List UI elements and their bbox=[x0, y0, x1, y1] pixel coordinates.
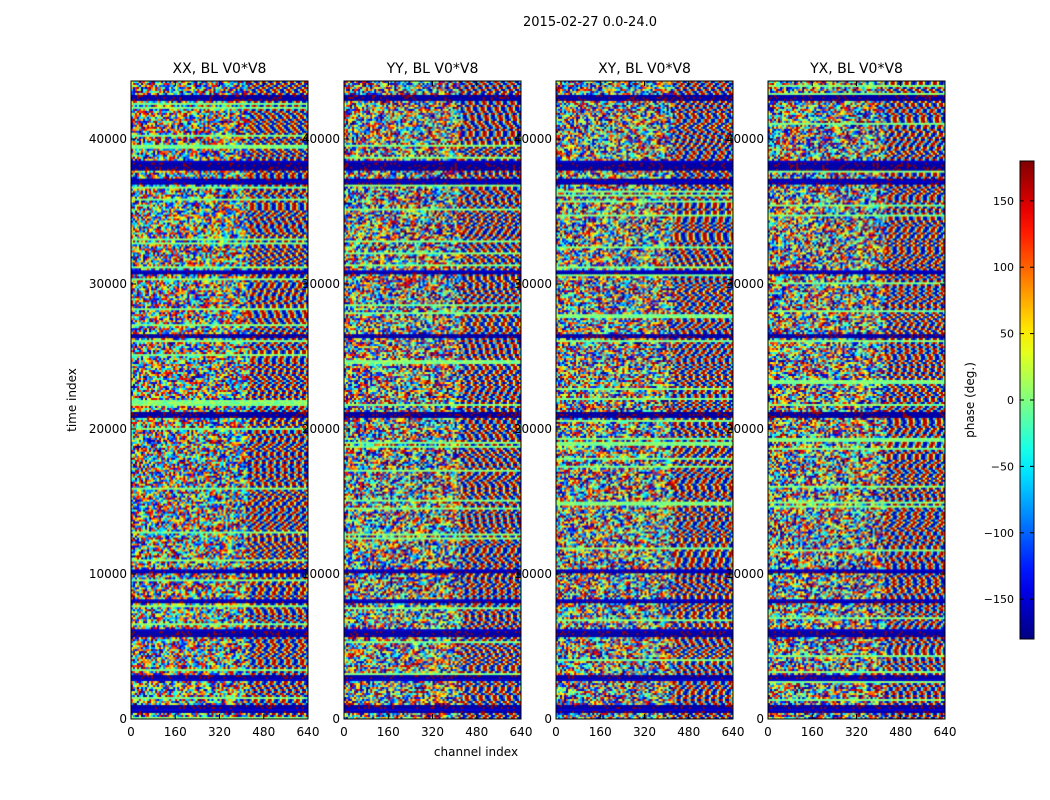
colorbar: −150 −100 −50 0 50 100 150 phase (deg.) bbox=[963, 160, 1035, 640]
y-tick-label: 0 bbox=[756, 712, 764, 726]
heatmap-image bbox=[344, 81, 521, 719]
y-tick-label: 40000 bbox=[89, 132, 127, 146]
heatmap-image bbox=[556, 81, 733, 719]
y-tick-label: 20000 bbox=[89, 422, 127, 436]
panels-group: XX, BL V0*V8 0 160 320 480 640 0 10000 20000 3000… bbox=[89, 61, 957, 739]
x-tick-label: 0 bbox=[127, 725, 135, 739]
x-tick-label: 640 bbox=[297, 725, 320, 739]
panel-3: XY, BL V0*V8 0 160 320 480 640 0 10000 20000 3000… bbox=[514, 61, 745, 739]
x-tick-label: 320 bbox=[421, 725, 444, 739]
panel-2: YY, BL V0*V8 0 160 320 480 640 0 10000 20000 3000… bbox=[302, 61, 533, 739]
panel-1: XX, BL V0*V8 0 160 320 480 640 0 10000 20000 3000… bbox=[89, 61, 320, 739]
x-tick-label: 320 bbox=[208, 725, 231, 739]
heatmap-image bbox=[131, 81, 308, 719]
heatmap-image bbox=[768, 81, 945, 719]
figure-title: 2015-02-27 0.0-24.0 bbox=[523, 15, 657, 30]
x-tick-label: 320 bbox=[633, 725, 656, 739]
y-tick-label: 30000 bbox=[514, 277, 552, 291]
panel-title: XX, BL V0*V8 bbox=[173, 61, 267, 77]
colorbar-label: phase (deg.) bbox=[963, 362, 977, 438]
y-tick-label: 0 bbox=[332, 712, 340, 726]
x-tick-label: 160 bbox=[377, 725, 400, 739]
x-tick-label: 0 bbox=[340, 725, 348, 739]
x-tick-label: 0 bbox=[764, 725, 772, 739]
x-tick-label: 640 bbox=[934, 725, 957, 739]
panel-4: YX, BL V0*V8 0 160 320 480 640 0 10000 20000 3000… bbox=[726, 61, 957, 739]
x-tick-label: 160 bbox=[589, 725, 612, 739]
x-tick-label: 640 bbox=[722, 725, 745, 739]
y-tick-label: 10000 bbox=[514, 567, 552, 581]
colorbar-tick-label: −100 bbox=[984, 527, 1014, 540]
x-tick-label: 480 bbox=[677, 725, 700, 739]
y-tick-label: 10000 bbox=[726, 567, 764, 581]
x-tick-label: 480 bbox=[465, 725, 488, 739]
y-tick-label: 20000 bbox=[302, 422, 340, 436]
panel-title: YX, BL V0*V8 bbox=[809, 61, 903, 77]
y-tick-label: 0 bbox=[544, 712, 552, 726]
y-tick-label: 10000 bbox=[302, 567, 340, 581]
colorbar-tick-label: 150 bbox=[993, 195, 1014, 208]
y-tick-label: 30000 bbox=[726, 277, 764, 291]
x-tick-label: 640 bbox=[510, 725, 533, 739]
colorbar-tick-label: 100 bbox=[993, 261, 1014, 274]
y-tick-label: 20000 bbox=[726, 422, 764, 436]
y-tick-label: 30000 bbox=[89, 277, 127, 291]
y-tick-label: 0 bbox=[119, 712, 127, 726]
x-tick-label: 480 bbox=[252, 725, 275, 739]
colorbar-tick-label: 50 bbox=[1000, 328, 1014, 341]
y-tick-label: 40000 bbox=[302, 132, 340, 146]
y-tick-label: 20000 bbox=[514, 422, 552, 436]
y-tick-label: 40000 bbox=[726, 132, 764, 146]
x-tick-label: 320 bbox=[845, 725, 868, 739]
x-tick-label: 160 bbox=[164, 725, 187, 739]
panel-title: YY, BL V0*V8 bbox=[386, 61, 479, 77]
x-tick-label: 160 bbox=[801, 725, 824, 739]
y-axis-label: time index bbox=[65, 368, 79, 432]
colorbar-tick-label: −50 bbox=[991, 460, 1014, 473]
colorbar-tick-label: 0 bbox=[1007, 394, 1014, 407]
y-tick-label: 30000 bbox=[302, 277, 340, 291]
x-tick-label: 480 bbox=[889, 725, 912, 739]
x-tick-label: 0 bbox=[552, 725, 560, 739]
colorbar-tick-label: −150 bbox=[984, 593, 1014, 606]
y-tick-label: 10000 bbox=[89, 567, 127, 581]
x-axis-label: channel index bbox=[434, 745, 518, 759]
y-tick-label: 40000 bbox=[514, 132, 552, 146]
panel-title: XY, BL V0*V8 bbox=[598, 61, 691, 77]
